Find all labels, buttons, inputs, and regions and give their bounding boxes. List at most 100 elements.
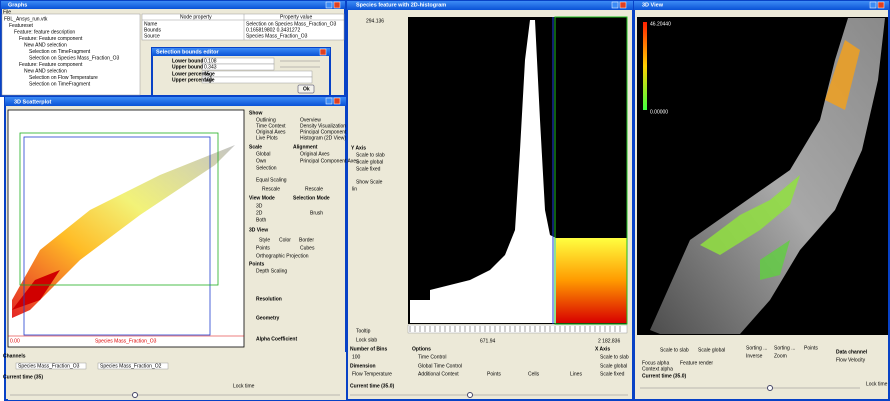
- ui-label: Upper percentage: [172, 77, 215, 83]
- ui-label: Lock slab: [356, 337, 377, 343]
- ui-label: Feature: Feature component: [19, 62, 83, 68]
- ui-label: Both: [256, 217, 267, 223]
- ui-label: Feature render: [680, 360, 713, 366]
- ui-label: 0.165819802 0.3431272: [246, 27, 300, 33]
- ui-label: Show Scale: [356, 179, 383, 185]
- ui-label: Source: [144, 33, 160, 39]
- ui-label: Current time (35.0): [350, 383, 395, 389]
- ui-label: Points: [249, 261, 264, 267]
- ui-label: Lines: [570, 371, 582, 377]
- ui-label: Species Mass_Fraction_O3: [246, 33, 308, 39]
- ui-label: 3D Scatterplot: [14, 99, 51, 105]
- ui-label: Species Mass_Fraction_O3: [18, 363, 80, 369]
- ui-label: Show: [249, 110, 262, 116]
- ui-label: View Mode: [249, 195, 275, 201]
- ui-label: Own: [256, 158, 267, 164]
- ui-label: Border: [299, 237, 314, 243]
- ui-label: 0.108: [204, 58, 217, 64]
- ui-label: Data channel: [836, 349, 868, 355]
- ui-label: Global Time Control: [418, 363, 462, 369]
- ui-label: Cubes: [300, 245, 315, 251]
- ui-label: Equal Scaling: [256, 177, 287, 183]
- ui-label: FBL_Ansys_run.vtk: [4, 16, 48, 22]
- ui-label: File: [3, 9, 11, 15]
- ui-label: Feature: feature description: [14, 29, 75, 35]
- ui-label: Flow Temperature: [352, 371, 392, 377]
- ui-label: Density Visualization: [300, 123, 346, 129]
- ui-label: 0.00000: [650, 109, 668, 115]
- ui-label: Scale to slab: [600, 354, 629, 360]
- ui-label: Number of Bins: [350, 346, 387, 352]
- ui-label: Color: [279, 237, 291, 243]
- ui-label: Selection on Species Mass_Fraction_O3: [246, 21, 337, 27]
- ui-label: 2 182.836: [598, 338, 620, 344]
- ui-label: 3D: [256, 203, 263, 209]
- ui-label: Scale fixed: [600, 371, 625, 377]
- ui-label: Orthographic Projection: [256, 253, 309, 259]
- ui-label: Points: [256, 245, 270, 251]
- ui-label: Featureset: [9, 23, 34, 29]
- ui-label: Rescale: [305, 186, 323, 192]
- ui-label: Alignment: [293, 144, 318, 150]
- ui-label: Zoom: [774, 353, 787, 359]
- ui-label: Selection on TimeFragment: [29, 81, 91, 87]
- ui-label: Node property: [180, 14, 212, 20]
- ui-label: 0.343: [204, 64, 217, 70]
- ui-label: Scale fixed: [356, 166, 381, 172]
- ui-label: 65: [204, 71, 210, 77]
- ui-label: 46.20440: [650, 21, 671, 27]
- ui-label: Selection bounds editor: [156, 49, 220, 55]
- ui-label: Principal Component: [300, 129, 347, 135]
- ui-label: Scale to slab: [356, 152, 385, 158]
- ui-label: Lower bound: [172, 58, 203, 64]
- ui-label: Sorting ...: [774, 345, 795, 351]
- ui-label: X Axis: [595, 346, 610, 352]
- ui-label: Context alpha: [642, 366, 673, 372]
- ui-label: Tooltip: [356, 328, 371, 334]
- ui-label: Lock time: [866, 381, 888, 387]
- ui-label: Species Mass_Fraction_O3: [95, 338, 157, 344]
- ui-label: Feature: Feature component: [19, 36, 83, 42]
- ui-label: Name: [144, 21, 158, 27]
- ui-label: Focus alpha: [642, 360, 669, 366]
- ui-label: New AND selection: [24, 42, 67, 48]
- ui-label: 3D View: [249, 227, 268, 233]
- ui-label: 671.94: [480, 338, 496, 344]
- ui-label: Graphs: [8, 2, 27, 8]
- ui-label: Brush: [310, 210, 323, 216]
- ui-label: 100: [352, 354, 361, 360]
- ui-label: lin: [352, 186, 357, 192]
- ui-label: Inverse: [746, 353, 763, 359]
- ui-label: Histogram (2D View): [300, 135, 346, 141]
- ui-label: Points: [487, 371, 501, 377]
- ui-label: Flow Velocity: [836, 357, 866, 363]
- ui-label: Species feature with 2D-histogram: [356, 2, 446, 8]
- ui-label: Property value: [280, 14, 312, 20]
- view3d-window: [633, 0, 890, 401]
- ui-label: Live Plots: [256, 135, 278, 141]
- ui-label: Scale global: [698, 347, 725, 353]
- ui-label: Geometry: [256, 315, 280, 321]
- ui-label: Selection Mode: [293, 195, 330, 201]
- ui-label: Resolution: [256, 296, 282, 302]
- ui-label: Scale to slab: [660, 347, 689, 353]
- ok-button[interactable]: [297, 84, 315, 94]
- ui-label: Additional Context: [418, 371, 459, 377]
- ui-label: Original Axes: [256, 129, 286, 135]
- ui-label: Time Control: [418, 354, 446, 360]
- ui-label: Selection on Species Mass_Fraction_O3: [29, 55, 120, 61]
- ui-label: New AND selection: [24, 68, 67, 74]
- ui-label: Cells: [528, 371, 540, 377]
- ui-label: Scale global: [600, 363, 627, 369]
- ui-label: Selection on TimeFragment: [29, 49, 91, 55]
- ui-label: Lower percentage: [172, 71, 215, 77]
- ui-label: Channels: [3, 353, 26, 359]
- ui-label: 3D View: [642, 2, 664, 8]
- ui-label: 0.00: [10, 338, 20, 344]
- ui-label: Points: [804, 345, 818, 351]
- ui-label: 100: [204, 77, 213, 83]
- ui-label: Alpha Coefficient: [256, 336, 297, 342]
- ui-label: Style: [259, 237, 270, 243]
- ui-label: Outlining: [256, 117, 276, 123]
